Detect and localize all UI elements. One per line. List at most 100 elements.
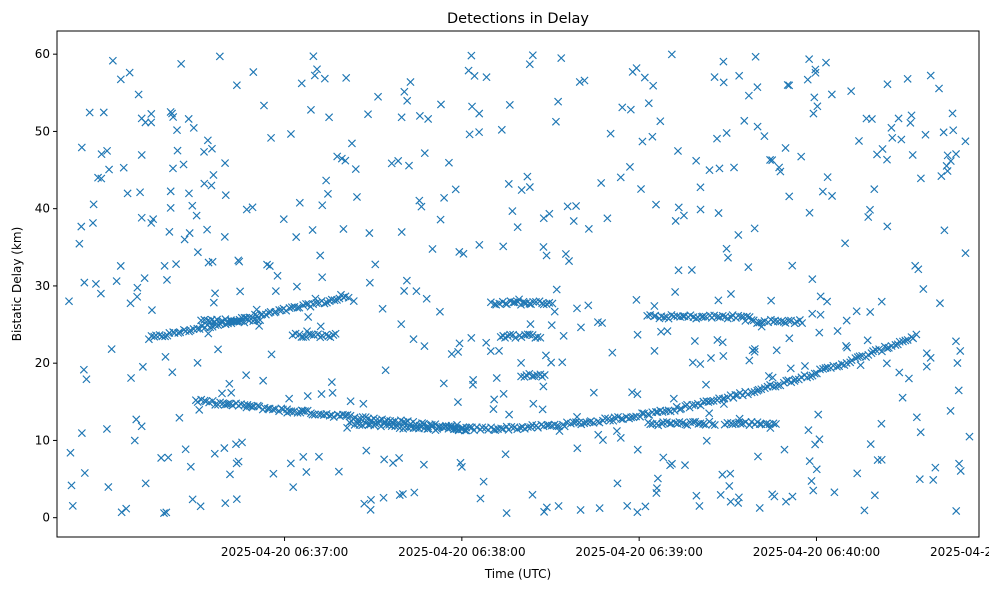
detection-point bbox=[482, 338, 491, 347]
detection-point bbox=[529, 297, 538, 306]
detection-point bbox=[489, 405, 498, 414]
detection-point bbox=[633, 330, 642, 339]
detection-point bbox=[200, 179, 209, 188]
detection-point bbox=[696, 359, 705, 369]
detection-point bbox=[166, 187, 175, 196]
detection-point bbox=[738, 391, 747, 400]
detection-point bbox=[538, 405, 547, 414]
detection-point bbox=[380, 455, 389, 464]
detection-point bbox=[362, 446, 371, 455]
detection-point bbox=[912, 330, 921, 339]
detection-point bbox=[671, 287, 680, 296]
detection-point bbox=[755, 503, 764, 512]
detection-point bbox=[490, 395, 499, 404]
detection-point bbox=[714, 209, 723, 218]
detection-point bbox=[168, 164, 177, 173]
detection-point bbox=[528, 51, 537, 60]
detection-point bbox=[77, 222, 86, 231]
detection-point bbox=[805, 457, 814, 466]
detection-point bbox=[692, 156, 701, 165]
detection-point bbox=[211, 289, 220, 298]
detection-point bbox=[931, 463, 940, 472]
detection-point bbox=[495, 346, 504, 355]
detection-point bbox=[719, 351, 728, 361]
detection-point bbox=[208, 257, 217, 266]
detection-point bbox=[907, 111, 916, 120]
detection-point bbox=[475, 240, 484, 249]
detection-point bbox=[542, 251, 551, 260]
detection-point bbox=[507, 422, 516, 431]
detection-point bbox=[536, 333, 545, 342]
detection-point bbox=[267, 133, 276, 142]
detection-point bbox=[539, 242, 548, 251]
detection-point bbox=[397, 320, 406, 329]
detection-point bbox=[186, 462, 195, 471]
detection-point bbox=[85, 108, 94, 117]
detection-point bbox=[760, 132, 769, 141]
x-tick-label: 2025-04-20 06:38:00 bbox=[398, 545, 525, 559]
detection-point bbox=[753, 83, 762, 92]
detection-point bbox=[359, 399, 368, 408]
detection-point bbox=[525, 60, 534, 69]
detection-point bbox=[718, 311, 727, 320]
detection-point bbox=[823, 363, 832, 372]
detection-point bbox=[517, 358, 526, 367]
detection-point bbox=[551, 117, 560, 126]
detection-point bbox=[232, 81, 241, 90]
detection-point bbox=[336, 290, 345, 299]
detection-point bbox=[164, 453, 173, 462]
detection-point bbox=[117, 508, 126, 517]
detection-point bbox=[107, 345, 116, 354]
detection-point bbox=[606, 129, 615, 138]
detection-point bbox=[249, 68, 258, 77]
detection-point bbox=[641, 502, 650, 511]
detection-point bbox=[929, 475, 938, 484]
detection-point bbox=[873, 456, 882, 465]
detection-point bbox=[211, 400, 220, 409]
detection-point bbox=[123, 189, 132, 198]
detection-point bbox=[828, 191, 837, 200]
detection-point bbox=[346, 397, 355, 406]
detection-point bbox=[174, 328, 183, 337]
detection-point bbox=[878, 144, 887, 153]
detection-point bbox=[771, 316, 780, 325]
detection-point bbox=[103, 146, 112, 155]
detection-point bbox=[366, 495, 375, 504]
detection-point bbox=[741, 316, 750, 325]
detection-point bbox=[681, 420, 690, 429]
detection-point bbox=[912, 413, 921, 422]
detection-point bbox=[710, 421, 719, 430]
detection-point bbox=[726, 497, 735, 506]
detection-point bbox=[497, 424, 506, 433]
detection-point bbox=[283, 408, 292, 417]
detection-point bbox=[329, 413, 338, 422]
detection-point bbox=[422, 294, 431, 303]
detection-point bbox=[955, 459, 964, 468]
detection-point bbox=[798, 319, 807, 328]
detection-point bbox=[722, 244, 731, 253]
detection-point bbox=[601, 414, 610, 423]
detection-point bbox=[800, 361, 809, 370]
detection-point bbox=[815, 328, 824, 337]
detection-point bbox=[847, 356, 856, 365]
detection-point bbox=[499, 389, 508, 398]
detection-point bbox=[77, 143, 86, 152]
detection-point bbox=[530, 372, 539, 381]
detection-point bbox=[289, 483, 298, 492]
detection-point bbox=[842, 316, 851, 325]
detection-point bbox=[328, 388, 337, 397]
detection-point bbox=[271, 287, 280, 296]
detection-point bbox=[584, 301, 593, 310]
y-axis-label: Bistatic Delay (km) bbox=[10, 227, 24, 342]
detection-point bbox=[808, 309, 817, 318]
detection-point bbox=[482, 73, 491, 82]
detection-point bbox=[545, 298, 554, 307]
detection-point bbox=[771, 419, 780, 429]
detection-point bbox=[710, 73, 719, 82]
detection-point bbox=[548, 299, 557, 308]
detection-point bbox=[402, 276, 411, 285]
detection-point bbox=[378, 304, 387, 313]
detection-point bbox=[397, 113, 406, 122]
x-tick-label: 2025-04-20 06:37:00 bbox=[221, 545, 348, 559]
detection-point bbox=[804, 426, 813, 435]
